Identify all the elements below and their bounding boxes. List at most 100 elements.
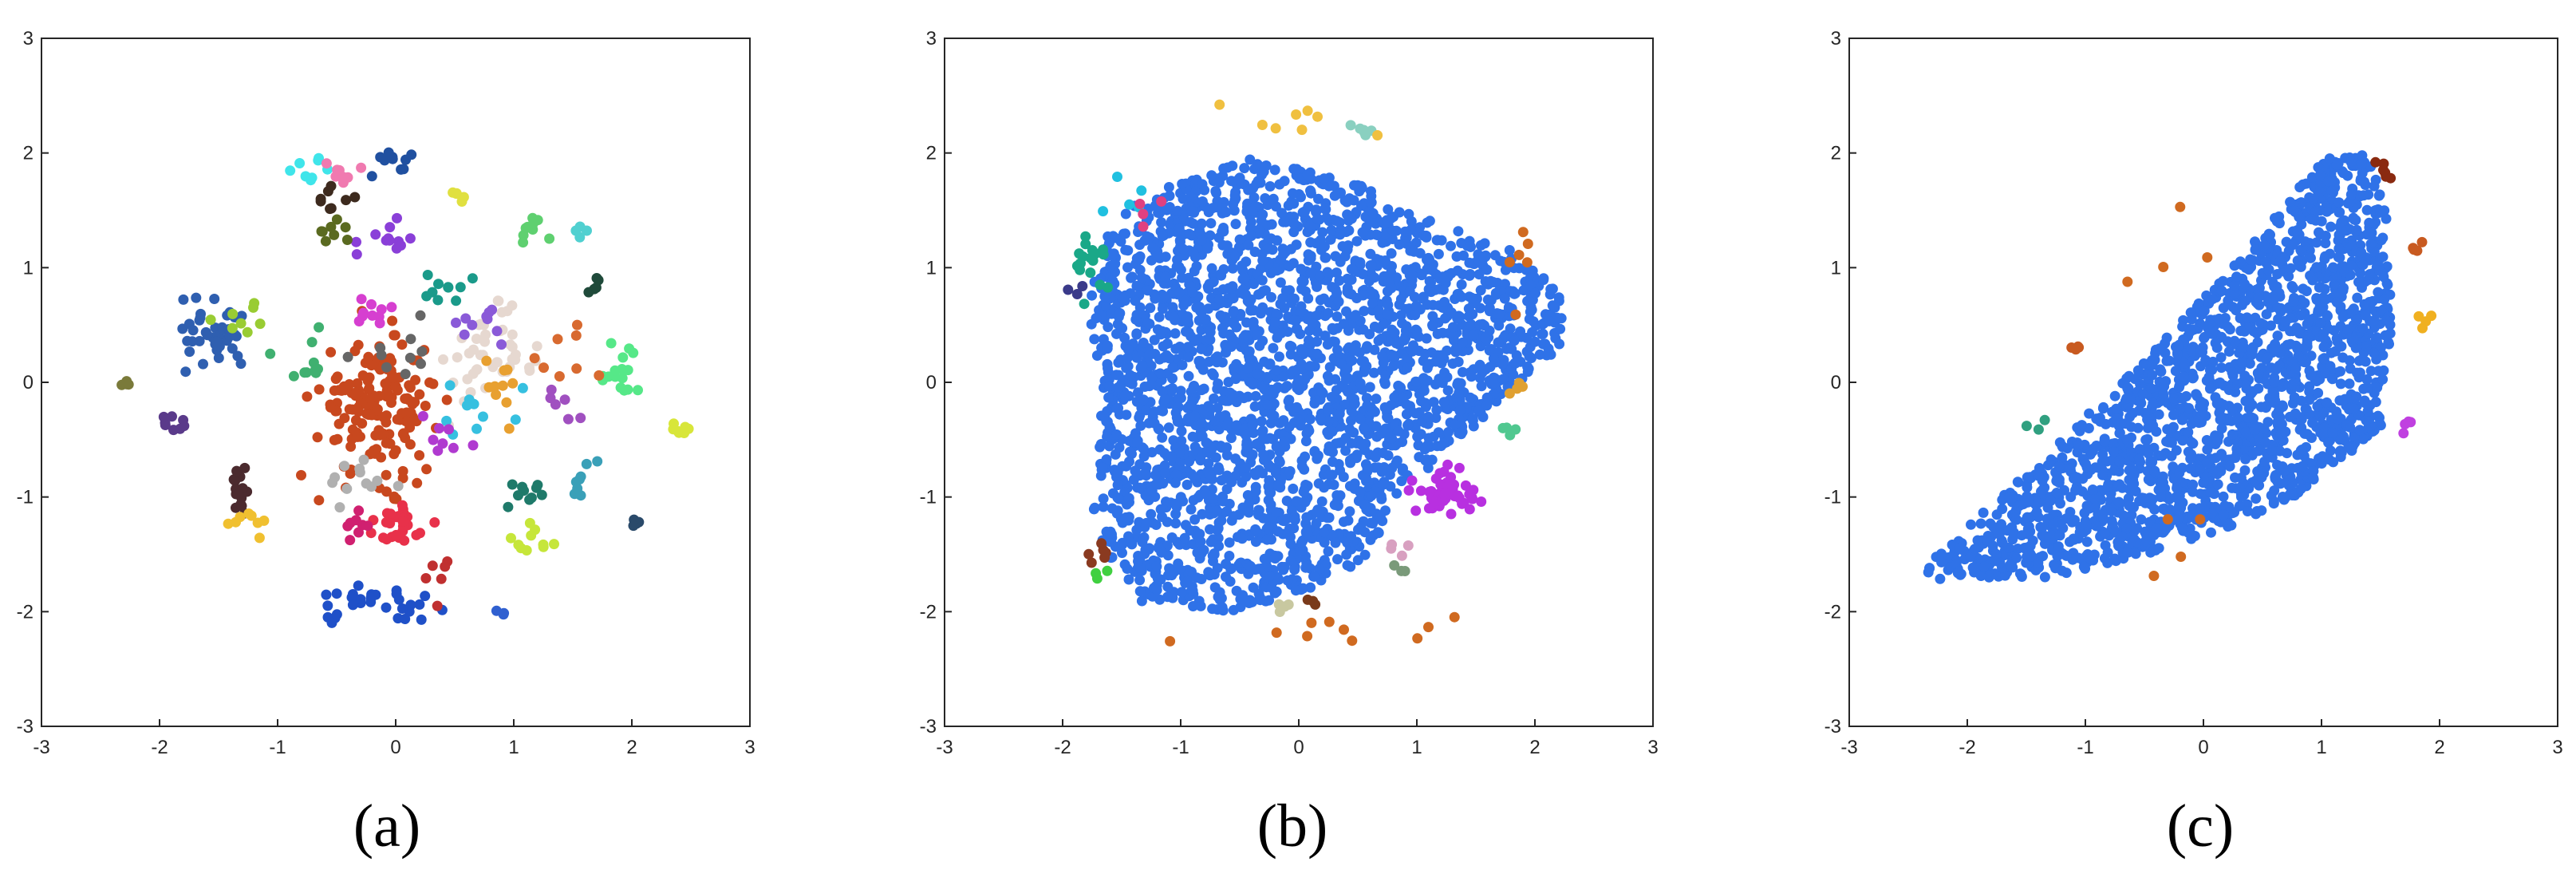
scatter-point [1341,549,1352,560]
scatter-point [1156,217,1167,227]
scatter-point [1245,305,1256,316]
scatter-point [205,314,216,326]
scatter-point [1162,338,1173,349]
scatter-point [2287,397,2298,409]
scatter-point [443,282,454,293]
scatter-point [1344,506,1355,517]
scatter-point [1175,492,1186,503]
scatter-point [354,467,365,478]
scatter-point [1446,240,1456,251]
scatter-point [195,308,206,319]
scatter-point [1112,172,1122,182]
scatter-point [1096,538,1107,549]
scatter-point [355,594,366,605]
scatter-point [1159,393,1170,405]
scatter-point [2011,552,2022,564]
scatter-point [467,273,478,284]
scatter-point [1454,405,1466,416]
scatter-point [1474,359,1485,370]
x-tick-label: -2 [1054,737,1071,758]
scatter-point [1377,237,1388,248]
x-tick-label: 2 [1529,737,1540,758]
scatter-point [491,390,502,400]
scatter-point [2326,185,2337,196]
scatter-point [2061,550,2072,561]
scatter-point [2318,407,2329,418]
scatter-point [381,362,392,373]
scatter-point [1085,252,1096,263]
scatter-point [1464,257,1475,268]
scatter-point [1112,467,1123,478]
scatter-point [2316,216,2327,227]
scatter-point [1481,400,1493,411]
scatter-point [1289,564,1300,575]
scatter-point [1227,263,1238,274]
scatter-point [1250,390,1261,401]
scatter-point [1264,595,1275,606]
scatter-point [387,153,398,164]
scatter-point [503,423,515,434]
scatter-point [397,473,408,484]
scatter-point [345,441,357,452]
scatter-point [1424,486,1435,497]
scatter-point [2156,450,2168,461]
scatter-point [2199,306,2210,316]
scatter-point [1122,344,1134,355]
scatter-point [496,339,507,350]
scatter-point [331,588,342,599]
scatter-point [1199,184,1210,196]
scatter-point [1102,431,1113,442]
scatter-point [1466,292,1477,303]
scatter-point [421,291,432,302]
scatter-point [523,362,535,374]
scatter-point [1454,387,1465,398]
scatter-point [1252,159,1263,170]
scatter-point [1173,558,1184,569]
scatter-point [1295,329,1306,339]
scatter-point [1348,346,1359,356]
scatter-point [1177,179,1188,189]
scatter-point [1340,374,1351,386]
scatter-point [1250,524,1261,535]
scatter-point [1245,154,1256,165]
scatter-point [1131,329,1142,340]
scatter-point [1324,180,1335,192]
scatter-point [1281,381,1292,392]
scatter-point [575,413,586,424]
scatter-point [1339,251,1351,262]
scatter-point [2191,389,2202,400]
scatter-point [1327,457,1338,467]
scatter-point [492,295,503,306]
scatter-point [1380,370,1391,382]
scatter-point [1506,343,1517,354]
scatter-point [317,226,328,237]
scatter-point [187,325,199,336]
scatter-point [325,204,336,215]
scatter-point [1265,417,1276,429]
scatter-point [1378,357,1389,368]
scatter-point [549,539,559,550]
scatter-point [350,515,361,526]
scatter-point [314,322,325,333]
scatter-point [1485,275,1496,287]
scatter-point [376,350,387,361]
scatter-point [1159,468,1170,478]
scatter-point [1197,364,1209,375]
x-tick-label: 3 [2552,737,2562,758]
scatter-point [2215,352,2227,363]
scatter-point [1205,218,1217,229]
scatter-point [1245,560,1256,571]
scatter-point [1343,325,1354,336]
y-tick-label: -1 [920,487,937,508]
scatter-point [1296,263,1307,275]
scatter-point [1302,631,1313,642]
scatter-point [315,196,326,207]
scatter-point [404,352,416,363]
scatter-point [1170,328,1181,339]
scatter-point [1351,235,1363,247]
scatter-point [1344,424,1355,435]
scatter-point [1221,420,1233,431]
scatter-point [1527,326,1538,338]
scatter-point [1349,180,1359,191]
scatter-point [2177,321,2188,332]
